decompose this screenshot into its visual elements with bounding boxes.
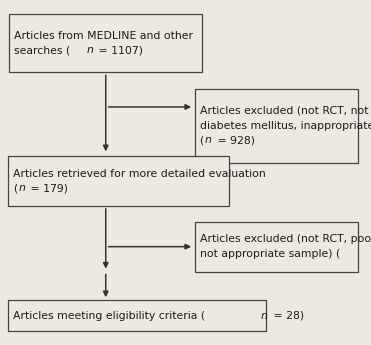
- Text: = 928): = 928): [214, 136, 255, 145]
- Text: (: (: [13, 184, 17, 193]
- Text: n: n: [86, 46, 93, 55]
- FancyBboxPatch shape: [9, 14, 202, 72]
- FancyBboxPatch shape: [195, 222, 358, 272]
- Text: (: (: [200, 136, 204, 145]
- Text: n: n: [19, 184, 25, 193]
- Text: Articles meeting eligibility criteria (: Articles meeting eligibility criteria (: [13, 311, 205, 321]
- Text: n: n: [205, 136, 212, 145]
- Text: Articles excluded (not RCT, not type 2: Articles excluded (not RCT, not type 2: [200, 107, 371, 116]
- Text: n: n: [261, 311, 268, 321]
- FancyBboxPatch shape: [195, 89, 358, 163]
- Text: not appropriate sample) (: not appropriate sample) (: [200, 249, 340, 259]
- Text: Articles retrieved for more detailed evaluation: Articles retrieved for more detailed eva…: [13, 169, 266, 179]
- Text: = 179): = 179): [27, 184, 68, 193]
- Text: = 28): = 28): [270, 311, 304, 321]
- Text: Articles from MEDLINE and other: Articles from MEDLINE and other: [14, 31, 193, 41]
- Text: = 1107): = 1107): [95, 46, 143, 55]
- Text: Articles excluded (not RCT, poor quality,: Articles excluded (not RCT, poor quality…: [200, 235, 371, 244]
- Text: diabetes mellitus, inappropriate sample): diabetes mellitus, inappropriate sample): [200, 121, 371, 131]
- FancyBboxPatch shape: [9, 156, 229, 206]
- Text: searches (: searches (: [14, 46, 70, 55]
- FancyBboxPatch shape: [9, 300, 266, 331]
